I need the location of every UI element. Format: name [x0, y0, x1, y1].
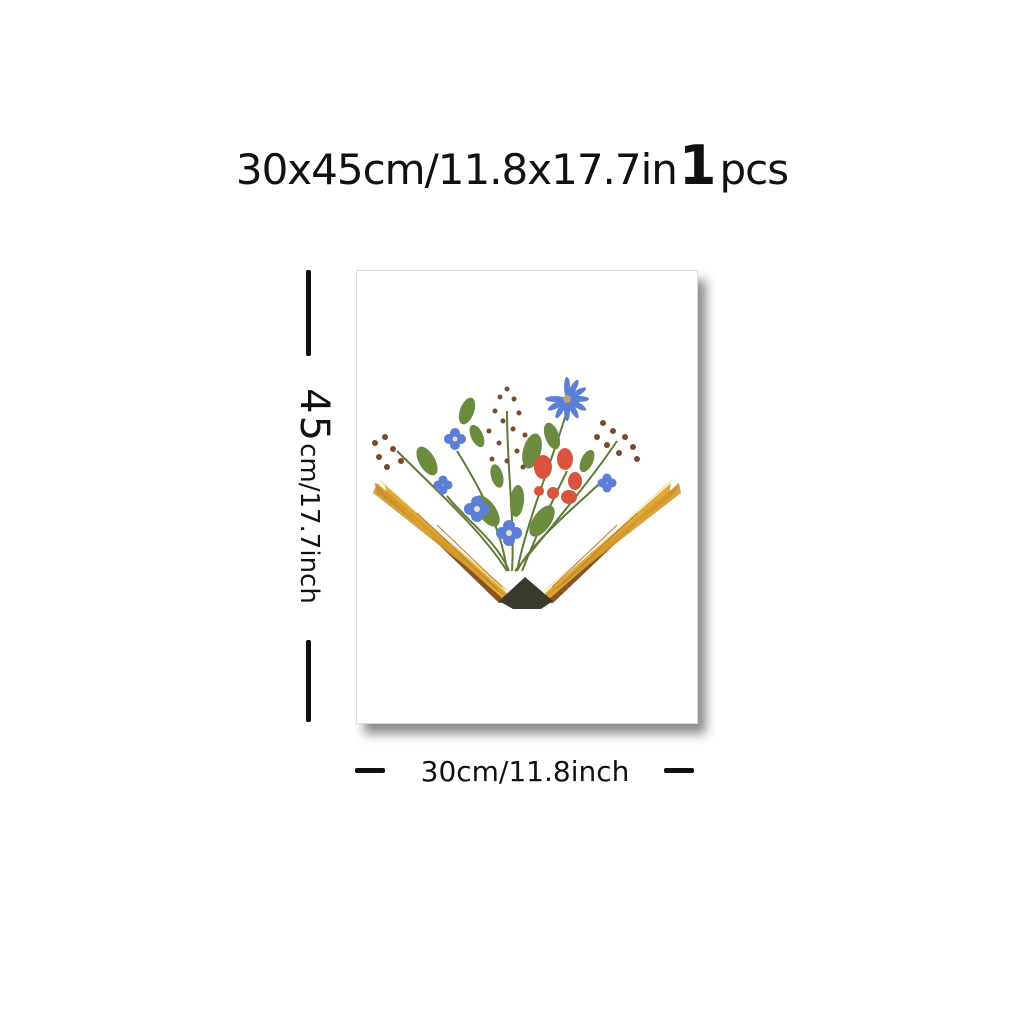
leaves	[416, 397, 595, 537]
red-berries	[534, 448, 582, 504]
height-indicator-line-top	[306, 270, 311, 356]
height-units: cm/17.7inch	[294, 443, 324, 604]
width-indicator-line-right	[664, 768, 694, 773]
height-value: 45	[291, 388, 337, 444]
book-flowers-artwork	[372, 377, 681, 609]
width-dimension-label: 30cm/11.8inch	[420, 755, 630, 788]
product-size-title: 30x45cm/11.8x17.7in1pcs	[0, 138, 1024, 198]
blue-flowers	[433, 377, 617, 546]
quantity-unit: pcs	[719, 145, 790, 194]
height-dimension-label: 45cm/17.7inch	[286, 388, 337, 604]
quantity-number: 1	[678, 134, 717, 197]
height-indicator-line-bottom	[306, 640, 311, 722]
size-text: 30x45cm/11.8x17.7in	[235, 145, 678, 194]
width-indicator-line-left	[355, 768, 385, 773]
canvas-print	[356, 270, 698, 724]
dried-sprigs	[372, 386, 640, 470]
flower-stems	[396, 410, 618, 572]
open-book	[373, 477, 681, 609]
